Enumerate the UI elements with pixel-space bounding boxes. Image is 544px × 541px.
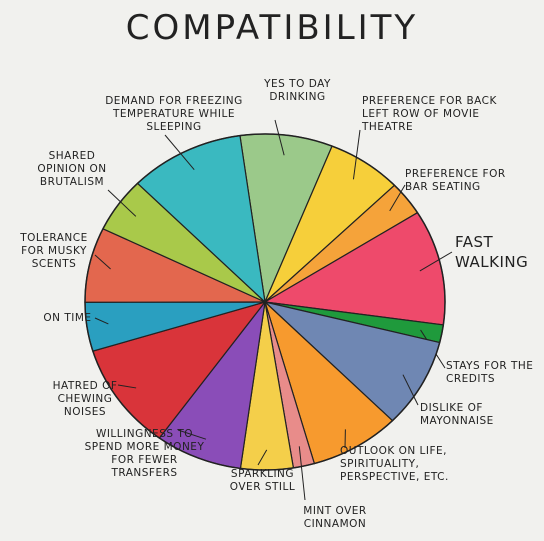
leader-line — [389, 184, 406, 212]
leader-line — [402, 374, 419, 406]
slice-label: MINT OVER CINNAMON — [303, 505, 367, 530]
slice-label: FAST WALKING — [455, 233, 529, 271]
slice-label: OUTLOOK ON LIFE, SPIRITUALITY, PERSPECTI… — [340, 445, 449, 483]
slice-label: SPARKLING OVER STILL — [229, 468, 296, 493]
leader-line — [298, 446, 306, 501]
leader-line — [257, 449, 268, 466]
slice-label: WILLINGNESS TO SPEND MORE MONEY FOR FEWE… — [84, 428, 205, 479]
slice-label: PREFERENCE FOR BAR SEATING — [405, 168, 506, 193]
leader-line — [117, 384, 137, 389]
slice-label: STAYS FOR THE CREDITS — [446, 360, 534, 385]
slice-label: YES TO DAY DRINKING — [264, 78, 331, 103]
leader-line — [274, 119, 285, 156]
leader-line — [107, 189, 137, 217]
slice-label: TOLERANCE FOR MUSKY SCENTS — [20, 232, 88, 270]
slice-label: HATRED OF CHEWING NOISES — [52, 380, 118, 418]
leader-line — [94, 254, 111, 270]
slice-label: ON TIME — [43, 312, 92, 324]
leader-line — [419, 251, 453, 272]
leader-line — [164, 134, 195, 171]
pie-outline — [84, 133, 446, 471]
chart-title: COMPATIBILITY — [125, 8, 419, 48]
leader-line — [94, 317, 109, 325]
slice-label: PREFERENCE FOR BACK LEFT ROW OF MOVIE TH… — [362, 95, 497, 133]
slice-label: DISLIKE OF MAYONNAISE — [420, 402, 494, 427]
leader-line — [352, 129, 361, 180]
slice-label: SHARED OPINION ON BRUTALISM — [37, 150, 107, 188]
leader-line — [177, 429, 207, 440]
slice-label: DEMAND FOR FREEZING TEMPERATURE WHILE SL… — [105, 95, 243, 133]
